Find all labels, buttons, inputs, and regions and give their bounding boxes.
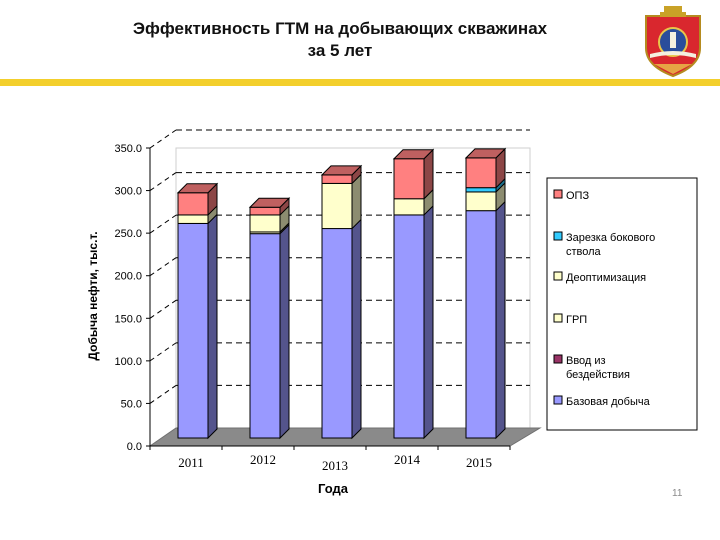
- bar-segment: [321, 182, 353, 230]
- x-axis-ticks: 2011 2012 2013 2014 2015: [149, 446, 511, 473]
- bar-segment: [393, 158, 425, 200]
- gridline-diagonal: [149, 257, 177, 277]
- bar-segment: [249, 206, 281, 216]
- bar-segment-side: [351, 218, 362, 440]
- bars: [176, 147, 507, 440]
- bar-segment: [393, 198, 425, 216]
- bar-top: [248, 197, 291, 208]
- bar-segment: [465, 157, 497, 189]
- legend: ОПЗ Зарезка бокового ствола Деоптимизация ГР…: [553, 189, 655, 408]
- slide-number: 11: [672, 488, 683, 499]
- bar-segment: [321, 174, 353, 184]
- legend-swatch: [553, 271, 563, 281]
- gridline-diagonal: [149, 214, 177, 234]
- bar-segment: [177, 214, 209, 224]
- legend-label: ствола: [566, 246, 602, 258]
- bar-segment: [393, 214, 425, 439]
- legend-swatch: [553, 313, 563, 323]
- legend-swatch: [553, 189, 563, 199]
- bar-segment-side: [423, 204, 434, 440]
- y-axis-title: Добыча нефти, тыс.т.: [86, 231, 100, 360]
- bar-group-2013: [320, 164, 363, 440]
- bar-segment: [321, 228, 353, 439]
- bar-top: [320, 165, 363, 176]
- x-tick-label: 2011: [178, 455, 204, 470]
- y-tick-label: 250.0: [114, 228, 142, 240]
- bar-group-2011: [176, 182, 219, 440]
- legend-swatch: [553, 395, 563, 405]
- gridline-diagonal: [149, 299, 177, 319]
- coat-of-arms-emblem: [645, 6, 701, 78]
- y-tick-label: 300.0: [114, 186, 142, 198]
- bar-group-2012: [248, 197, 291, 440]
- y-tick-label: 50.0: [121, 398, 142, 410]
- legend-swatch: [553, 354, 563, 364]
- slide-title-line1: Эффективность ГТМ на добывающих скважина…: [132, 19, 548, 38]
- y-tick-label: 200.0: [114, 271, 142, 283]
- bar-top: [464, 148, 507, 159]
- legend-label: бездействия: [566, 369, 630, 381]
- gridline-diagonal: [149, 129, 177, 149]
- accent-divider-bar: [0, 79, 720, 86]
- bar-group-2015: [464, 147, 507, 440]
- legend-swatch: [553, 231, 563, 241]
- gridline-diagonal: [149, 342, 177, 362]
- y-tick-label: 350.0: [114, 143, 142, 155]
- y-tick-label: 150.0: [114, 313, 142, 325]
- gridline-diagonal: [149, 172, 177, 191]
- gridline-diagonal: [149, 385, 177, 404]
- slide-title: Эффективность ГТМ на добывающих скважина…: [60, 18, 620, 62]
- legend-label: ГРП: [566, 314, 587, 326]
- y-tick-label: 100.0: [114, 356, 142, 368]
- legend-label: Зарезка бокового: [566, 232, 655, 244]
- x-tick-label: 2012: [250, 452, 276, 467]
- legend-label: ОПЗ: [566, 190, 589, 202]
- y-tick-label: 0.0: [127, 441, 142, 453]
- x-axis-title: Года: [318, 481, 349, 496]
- bar-top: [176, 183, 219, 194]
- legend-label: Базовая добыча: [566, 396, 651, 408]
- x-tick-label: 2014: [394, 452, 421, 467]
- legend-label: Ввод из: [566, 355, 606, 367]
- bar-segment: [465, 210, 497, 439]
- bar-segment: [177, 192, 209, 216]
- bar-segment: [465, 187, 497, 193]
- bar-segment: [249, 233, 281, 439]
- legend-box: [546, 177, 698, 431]
- legend-label: Деоптимизация: [566, 272, 646, 284]
- bar-segment-side: [279, 223, 290, 440]
- slide-title-line2: за 5 лет: [307, 41, 373, 60]
- x-tick-label: 2013: [322, 458, 348, 473]
- bar-segment: [249, 214, 281, 233]
- y-axis-ticks: 0.0 50.0 100.0 150.0 200.0 250.0 300.0 350.0: [114, 143, 150, 453]
- bar-group-2014: [392, 148, 435, 440]
- bar-top: [392, 149, 435, 160]
- bar-segment-side: [495, 200, 506, 440]
- x-tick-label: 2015: [466, 455, 492, 470]
- bar-segment: [177, 222, 209, 439]
- bar-segment: [465, 191, 497, 212]
- bar-segment-side: [207, 213, 218, 440]
